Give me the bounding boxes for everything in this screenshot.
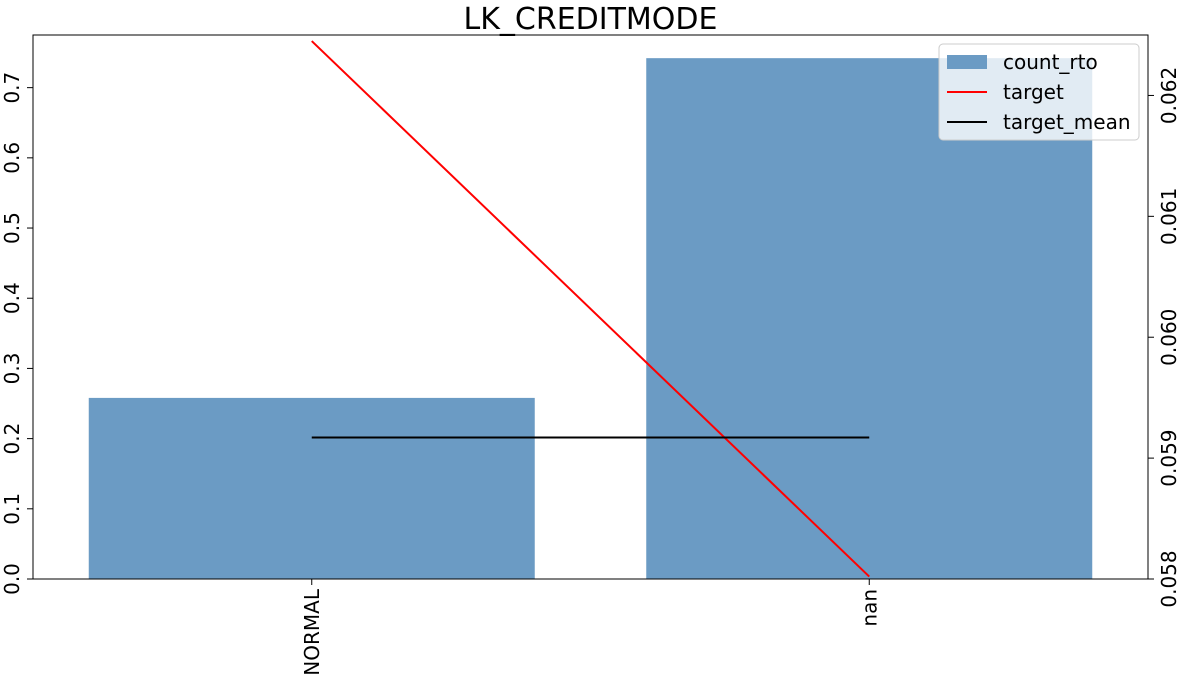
- lines-layer: [311, 40, 870, 578]
- left-tick-label: 0.5: [0, 212, 24, 244]
- x-tick-label: nan: [857, 589, 881, 627]
- left-tick-label: 0.7: [0, 72, 24, 104]
- x-tick-label: NORMAL: [300, 588, 324, 676]
- left-tick-label: 0.2: [0, 423, 24, 455]
- chart-title: LK_CREDITMODE: [464, 2, 718, 37]
- legend-label-target_mean: target_mean: [1003, 110, 1131, 134]
- bar-count_rto-NORMAL: [88, 397, 535, 579]
- left-tick-label: 0.3: [0, 353, 24, 385]
- left-tick-label: 0.1: [0, 493, 24, 525]
- x-axis: NORMAL nan: [300, 579, 881, 676]
- right-tick-label: 0.062: [1157, 67, 1181, 124]
- legend-swatch-count_rto: [947, 55, 987, 69]
- line-target: [311, 40, 870, 578]
- left-y-axis: 0.0 0.1 0.2 0.3 0.4 0.5 0.6 0.7: [0, 72, 33, 595]
- left-tick-label: 0.4: [0, 282, 24, 314]
- right-tick-label: 0.058: [1157, 550, 1181, 607]
- right-tick-label: 0.061: [1157, 188, 1181, 245]
- bar-count_rto-nan: [646, 58, 1093, 579]
- legend-box: [938, 43, 1140, 141]
- legend-label-count_rto: count_rto: [1003, 50, 1098, 74]
- right-tick-label: 0.059: [1157, 429, 1181, 486]
- plot-frame: [32, 34, 1149, 580]
- left-tick-label: 0.6: [0, 142, 24, 174]
- bars-layer: [88, 58, 1093, 579]
- right-y-axis: 0.058 0.059 0.060 0.061 0.062: [1148, 67, 1181, 608]
- right-tick-label: 0.060: [1157, 309, 1181, 366]
- left-tick-label: 0.0: [0, 563, 24, 595]
- legend-label-target: target: [1003, 80, 1064, 104]
